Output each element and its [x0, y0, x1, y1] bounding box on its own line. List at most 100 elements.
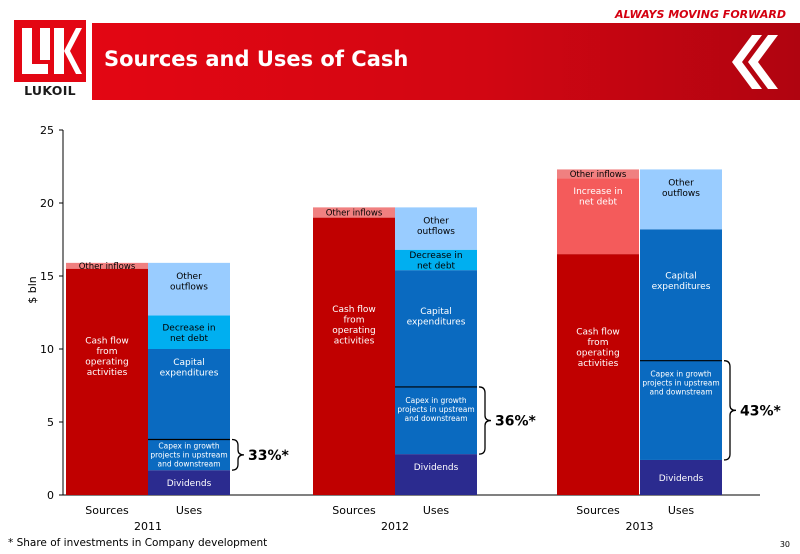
- y-tick-label: 25: [40, 124, 54, 137]
- category-label: Uses: [423, 504, 450, 517]
- bar-segment: [148, 439, 230, 471]
- share-annotation: 43%*: [740, 403, 782, 419]
- y-tick-label: 10: [40, 343, 54, 356]
- segment-label: Cash flow from operating activities: [332, 305, 376, 347]
- segment-label: Increase in net debt: [573, 187, 622, 208]
- bar-segment: [640, 229, 722, 361]
- bar-segment: [557, 169, 639, 179]
- segment-label-line: Dividends: [167, 479, 212, 489]
- brace: [478, 386, 492, 455]
- segment-label-line: Capital: [173, 358, 205, 368]
- segment-label-line: Decrease in: [409, 251, 462, 261]
- segment-label-line: Decrease in: [162, 323, 215, 333]
- category-label: Sources: [85, 504, 129, 517]
- bar-segment: [66, 262, 148, 269]
- y-axis-label: $ bln: [26, 276, 39, 304]
- segment-label-line: operating: [332, 326, 375, 336]
- segment-label: Decrease in net debt: [409, 251, 462, 272]
- segment-label-line: operating: [85, 357, 128, 367]
- segment-label: Other inflows: [570, 170, 627, 180]
- category-label: Sources: [576, 504, 620, 517]
- segment-label: Dividends: [659, 474, 704, 484]
- bar-segment: [395, 207, 477, 250]
- segment-label: Other outflows: [417, 216, 455, 237]
- bar-segment: [313, 217, 395, 495]
- bar-segment: [395, 270, 477, 387]
- segment-label-line: Dividends: [659, 474, 704, 484]
- segment-label: Other inflows: [326, 209, 383, 219]
- segment-label: Decrease in net debt: [162, 323, 215, 344]
- bar-segment: [640, 459, 722, 495]
- segment-label-line: Dividends: [414, 463, 459, 473]
- share-annotation: 33%*: [248, 448, 290, 464]
- segment-label-line: and downstream: [157, 460, 220, 469]
- y-tick-label: 0: [47, 489, 54, 502]
- segment-label-line: Capex in growth: [650, 370, 711, 379]
- page-number: 30: [779, 540, 790, 549]
- segment-label-line: outflows: [417, 227, 455, 237]
- segment-label-line: Capex in growth: [405, 396, 466, 405]
- category-label: Sources: [332, 504, 376, 517]
- segment-label-line: Cash flow: [576, 327, 620, 337]
- bar-segment: [313, 207, 395, 218]
- segment-label: Cash flow from operating activities: [85, 336, 129, 378]
- segment-label-line: activities: [334, 336, 375, 346]
- segment-label: Cash flow from operating activities: [576, 327, 620, 369]
- segment-label-line: expenditures: [160, 369, 219, 379]
- segment-label: Capital expenditures: [652, 271, 711, 292]
- segment-label-line: activities: [87, 368, 128, 378]
- footnote: * Share of investments in Company develo…: [8, 537, 268, 549]
- segment-label: Dividends: [167, 479, 212, 489]
- y-tick-label: 5: [47, 416, 54, 429]
- lukoil-logo: [14, 20, 86, 82]
- bar-segment: [557, 178, 639, 255]
- bar-segment: [557, 254, 639, 495]
- page-title: Sources and Uses of Cash: [104, 47, 409, 71]
- segment-label: Dividends: [414, 463, 459, 473]
- bar-segment: [640, 169, 722, 230]
- segment-label-line: net debt: [170, 334, 209, 344]
- segment-label-line: Capex in growth: [158, 442, 219, 451]
- segment-label: Capex in growth projects in upstream and d…: [642, 370, 719, 397]
- category-label: Uses: [668, 504, 695, 517]
- chevrons-icon: [732, 35, 778, 89]
- brace: [723, 360, 737, 461]
- segment-label-line: outflows: [662, 189, 700, 199]
- segment-label-line: Cash flow: [332, 305, 376, 315]
- segment-label-line: Cash flow: [85, 336, 129, 346]
- segment-label-line: Other: [176, 272, 202, 282]
- share-annotation: 36%*: [495, 414, 537, 430]
- segment-label-line: from: [344, 315, 365, 325]
- segment-label-line: projects in upstream: [150, 451, 227, 460]
- y-tick-label: 20: [40, 197, 54, 210]
- year-label: 2012: [381, 520, 409, 533]
- segment-label-line: and downstream: [649, 388, 712, 397]
- bar-segment: [148, 470, 230, 495]
- segment-label: Other inflows: [79, 262, 136, 272]
- segment-label-line: Other: [423, 216, 449, 226]
- segment-label-line: Other: [668, 178, 694, 188]
- segment-label-line: Increase in: [573, 187, 622, 197]
- year-label: 2013: [626, 520, 654, 533]
- bar-segment: [148, 315, 230, 349]
- segment-label-line: Other inflows: [570, 170, 627, 180]
- bar-segment: [148, 262, 230, 316]
- segment-label-line: Capital: [665, 271, 697, 281]
- brace: [231, 438, 245, 471]
- category-label: Uses: [176, 504, 203, 517]
- segment-label-line: projects in upstream: [642, 379, 719, 388]
- segment-label: Capex in growth projects in upstream and d…: [150, 442, 227, 469]
- segment-label-line: from: [588, 338, 609, 348]
- segment-label-line: Capital: [420, 307, 452, 317]
- segment-label-line: expenditures: [407, 317, 466, 327]
- logo-text: LUKOIL: [24, 83, 76, 98]
- segment-label-line: net debt: [579, 198, 618, 208]
- segment-label-line: outflows: [170, 282, 208, 292]
- segment-label: Capital expenditures: [407, 307, 466, 328]
- segment-label-line: Other inflows: [326, 209, 383, 219]
- segment-label: Capital expenditures: [160, 358, 219, 379]
- slogan: ALWAYS MOVING FORWARD: [614, 8, 786, 21]
- y-tick-label: 15: [40, 270, 54, 283]
- bar-segment: [395, 454, 477, 495]
- segment-label-line: net debt: [417, 262, 456, 272]
